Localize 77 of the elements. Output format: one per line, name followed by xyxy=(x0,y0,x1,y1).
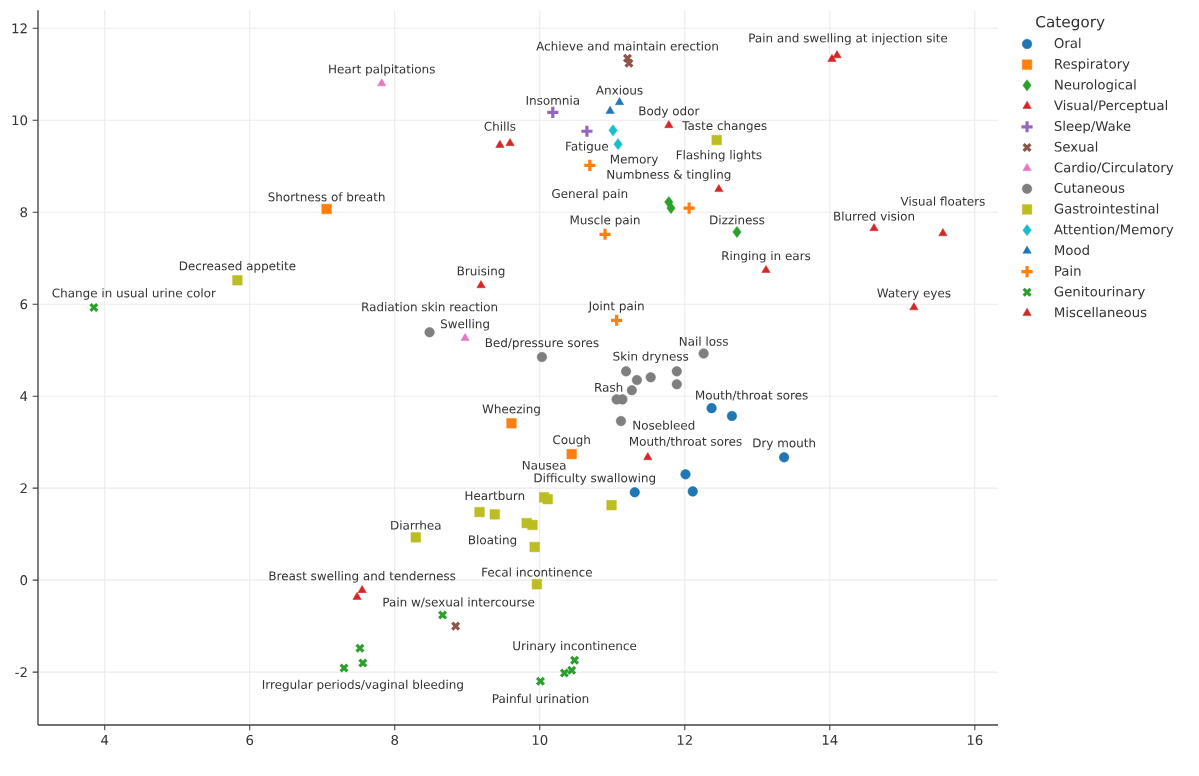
annotation: Ringing in ears xyxy=(722,251,811,263)
y-tick-label: 12 xyxy=(12,23,27,34)
annotation: Decreased appetite xyxy=(179,261,296,273)
annotation: Pain and swelling at injection site xyxy=(749,33,948,45)
annotation: Urinary incontinence xyxy=(513,640,637,653)
x-tick-label: 8 xyxy=(391,734,399,746)
x-tick-label: 4 xyxy=(101,735,109,745)
x-tick-label: 10 xyxy=(532,734,548,746)
legend-label: Oral xyxy=(1054,37,1081,49)
y-tick-label: 6 xyxy=(20,299,28,310)
annotation: Nausea xyxy=(522,460,566,470)
x-tick-label: 16 xyxy=(967,734,983,746)
annotation: Joint pain xyxy=(587,301,644,313)
annotation: Swelling xyxy=(440,319,489,331)
x-tick-label: 6 xyxy=(246,734,254,746)
annotation: Diarrhea xyxy=(391,520,441,530)
legend-label: Mood xyxy=(1055,244,1089,256)
annotation: Bed/pressure sores xyxy=(485,337,599,350)
annotation: Difficulty swallowing xyxy=(534,473,656,485)
annotation: Change in usual urine color xyxy=(52,288,216,300)
annotation: Body odor xyxy=(639,106,700,118)
legend-label: Sexual xyxy=(1054,141,1098,152)
annotation: Dizziness xyxy=(710,215,765,225)
y-tick-label: 0 xyxy=(20,575,28,586)
x-tick-label: 14 xyxy=(822,735,838,745)
annotation: Heartburn xyxy=(465,490,525,501)
legend-label: Visual/Perceptual xyxy=(1053,100,1168,113)
annotation: Chills xyxy=(484,121,516,131)
legend-label: Cardio/Circulatory xyxy=(1054,162,1174,176)
annotation: Flashing lights xyxy=(676,150,762,162)
annotation: Bloating xyxy=(469,535,517,547)
annotation: Insomnia xyxy=(526,95,579,105)
annotation: Taste changes xyxy=(682,120,767,133)
legend-label: Pain xyxy=(1055,265,1081,276)
annotation: Mouth/throat sores xyxy=(630,436,742,447)
annotation: Bruising xyxy=(457,266,505,278)
annotation: Breast swelling and tenderness xyxy=(269,571,456,583)
legend-title: Category xyxy=(1036,15,1105,31)
annotation: Radiation skin reaction xyxy=(362,302,498,312)
legend-label: Respiratory xyxy=(1055,58,1130,72)
annotation: Pain w/sexual intercourse xyxy=(383,597,535,608)
y-tick-label: -2 xyxy=(15,667,27,678)
annotation: General pain xyxy=(552,188,628,201)
annotation: Fecal incontinence xyxy=(482,567,592,577)
annotation: Nosebleed xyxy=(633,420,695,430)
x-tick-label: 12 xyxy=(677,734,692,745)
y-tick-label: 2 xyxy=(20,483,27,494)
annotation: Skin dryness xyxy=(613,351,689,364)
legend-label: Sleep/Wake xyxy=(1054,120,1131,134)
annotation: Nail loss xyxy=(679,336,728,346)
annotation: Wheezing xyxy=(482,404,540,416)
y-tick-label: 8 xyxy=(20,207,28,218)
legend-label: Attention/Memory xyxy=(1053,224,1174,237)
annotation: Dry mouth xyxy=(753,438,815,450)
annotation: Irregular periods/vaginal bleeding xyxy=(262,679,463,692)
annotation: Heart palpitations xyxy=(329,64,435,76)
legend-label: Neurological xyxy=(1055,79,1136,93)
y-tick-label: 4 xyxy=(20,391,28,402)
legend-label: Gastrointestinal xyxy=(1054,203,1159,214)
legend-label: Miscellaneous xyxy=(1055,306,1147,318)
y-tick-label: 10 xyxy=(12,115,28,126)
annotation: Rash xyxy=(595,382,623,392)
annotation: Shortness of breath xyxy=(268,192,385,202)
annotation: Visual floaters xyxy=(900,196,985,206)
annotation: Fatigue xyxy=(566,141,609,154)
legend-label: Genitourinary xyxy=(1054,286,1145,300)
annotation: Achieve and maintain erection xyxy=(536,41,718,51)
annotation: Painful urination xyxy=(492,693,589,704)
annotation: Anxious xyxy=(595,85,643,95)
annotation: Memory xyxy=(610,154,659,166)
annotation: Mouth/throat sores xyxy=(696,390,808,401)
annotation: Cough xyxy=(553,434,590,447)
annotation: Numbness & tingling xyxy=(607,169,731,182)
legend-label: Cutaneous xyxy=(1054,182,1125,193)
annotation: Blurred vision xyxy=(834,211,915,221)
annotation: Watery eyes xyxy=(877,288,951,300)
annotation: Muscle pain xyxy=(570,215,640,227)
